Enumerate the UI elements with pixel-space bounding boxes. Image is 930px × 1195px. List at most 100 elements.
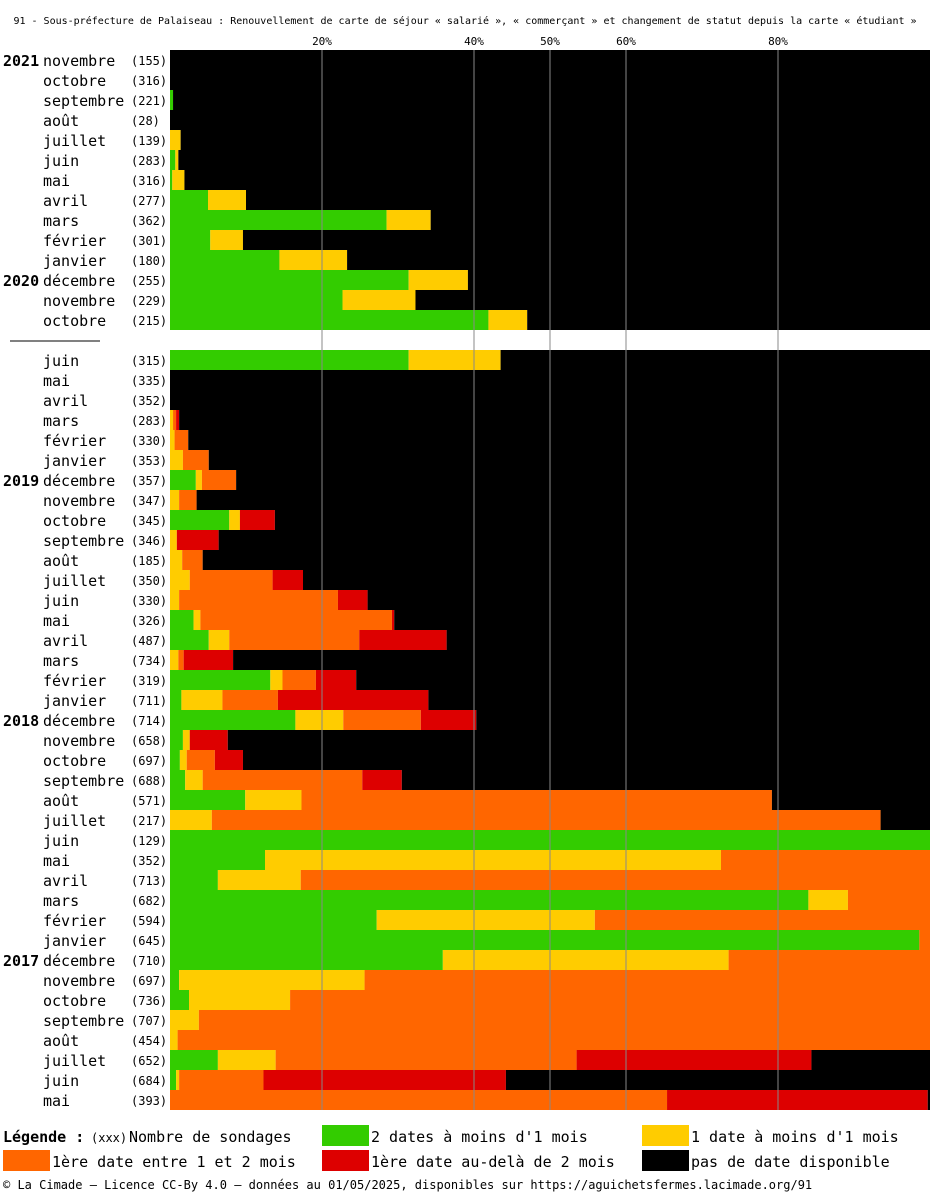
month-label: novembre: [43, 292, 115, 310]
bar-segment-orange: [200, 610, 392, 630]
month-label: novembre: [43, 492, 115, 510]
bar-segment-orange: [300, 870, 930, 890]
count-label: (301): [131, 234, 167, 248]
bar-segment-green: [170, 770, 186, 790]
bar-segment-green: [170, 670, 271, 690]
bar-segment-red: [214, 750, 243, 770]
count-label: (185): [131, 554, 167, 568]
bar-segment-black: [196, 490, 930, 510]
bar-segment-green: [170, 170, 173, 190]
bar-segment-orange: [179, 490, 197, 510]
count-label: (688): [131, 774, 167, 788]
bar-segment-orange: [919, 930, 930, 950]
bar-segment-red: [239, 510, 275, 530]
count-label: (353): [131, 454, 167, 468]
bar-segment-orange: [201, 470, 237, 490]
x-tick-label: 80%: [768, 35, 788, 48]
bar-segment-red: [272, 570, 303, 590]
bar-segment-orange: [186, 750, 215, 770]
bar-segment-black: [227, 730, 930, 750]
month-label: juin: [43, 592, 79, 610]
month-label: novembre: [43, 972, 115, 990]
month-label: mars: [43, 212, 79, 230]
count-label: (362): [131, 214, 167, 228]
month-label: septembre: [43, 772, 124, 790]
count-label: (129): [131, 834, 167, 848]
bar-segment-orange: [211, 810, 881, 830]
count-label: (255): [131, 274, 167, 288]
bar-segment-black: [173, 90, 930, 110]
bar-segment-yellow: [408, 350, 501, 370]
bar-segment-green: [170, 750, 180, 770]
count-label: (357): [131, 474, 167, 488]
legend-heading: Légende :: [3, 1128, 84, 1146]
bar-segment-green: [170, 850, 265, 870]
count-label: (347): [131, 494, 167, 508]
bar-segment-black: [180, 130, 930, 150]
bar-segment-yellow: [170, 130, 181, 150]
month-label: décembre: [43, 272, 115, 290]
legend-swatch-black: [642, 1150, 689, 1171]
bar-segment-yellow: [208, 190, 246, 210]
month-label: mai: [43, 612, 70, 630]
bar-segment-green: [170, 250, 280, 270]
bar-segment-black: [236, 470, 930, 490]
bar-segment-red: [362, 770, 402, 790]
count-label: (487): [131, 634, 167, 648]
bar-segment-orange: [174, 430, 189, 450]
month-label: décembre: [43, 952, 115, 970]
bar-segment-yellow: [170, 590, 180, 610]
month-label: novembre: [43, 732, 115, 750]
legend-label-green: 2 dates à moins d'1 mois: [371, 1128, 588, 1146]
count-label: (697): [131, 754, 167, 768]
count-label: (352): [131, 854, 167, 868]
count-label: (352): [131, 394, 167, 408]
bar-segment-black: [188, 430, 930, 450]
bar-segment-green: [170, 930, 920, 950]
bar-segment-green: [170, 630, 209, 650]
month-label: juillet: [43, 572, 106, 590]
count-label: (330): [131, 434, 167, 448]
bar-segment-black: [246, 190, 930, 210]
bar-segment-red: [176, 530, 219, 550]
count-label: (155): [131, 54, 167, 68]
bar-segment-yellow: [193, 610, 201, 630]
month-label: mai: [43, 372, 70, 390]
bar-segment-red: [391, 610, 395, 630]
count-label: (350): [131, 574, 167, 588]
bar-segment-yellow: [170, 810, 212, 830]
legend-swatch-yellow: [642, 1125, 689, 1146]
legend-items: 2 dates à moins d'1 mois 1 date à moins d…: [3, 1125, 899, 1171]
count-label: (652): [131, 1054, 167, 1068]
bar-segment-orange: [182, 450, 209, 470]
legend-label-red: 1ère date au-delà de 2 mois: [371, 1153, 615, 1171]
count-label: (283): [131, 414, 167, 428]
bar-segment-black: [500, 350, 930, 370]
bar-segment-black: [303, 570, 930, 590]
bar-segment-black: [476, 710, 930, 730]
month-label: février: [43, 912, 106, 930]
bar-segment-yellow: [189, 990, 291, 1010]
count-label: (335): [131, 374, 167, 388]
bar-segment-green: [170, 690, 182, 710]
bar-segment-yellow: [376, 910, 595, 930]
bar-segment-red: [315, 670, 357, 690]
count-label: (326): [131, 614, 167, 628]
bar-segment-red: [576, 1050, 812, 1070]
bar-segment-green: [170, 510, 230, 530]
legend-swatch-green: [322, 1125, 369, 1146]
bar-segment-red: [420, 710, 477, 730]
month-label: février: [43, 432, 106, 450]
bar-segment-black: [202, 550, 930, 570]
legend-label-yellow: 1 date à moins d'1 mois: [691, 1128, 899, 1146]
bar-segment-black: [208, 450, 930, 470]
month-label: août: [43, 792, 79, 810]
month-label: octobre: [43, 512, 106, 530]
bar-segment-orange: [275, 1050, 577, 1070]
count-label: (319): [131, 674, 167, 688]
bar-segment-yellow: [195, 470, 202, 490]
month-label: juillet: [43, 132, 106, 150]
count-label: (393): [131, 1094, 167, 1108]
bar-segment-black: [178, 150, 930, 170]
bar-segment-yellow: [170, 570, 190, 590]
